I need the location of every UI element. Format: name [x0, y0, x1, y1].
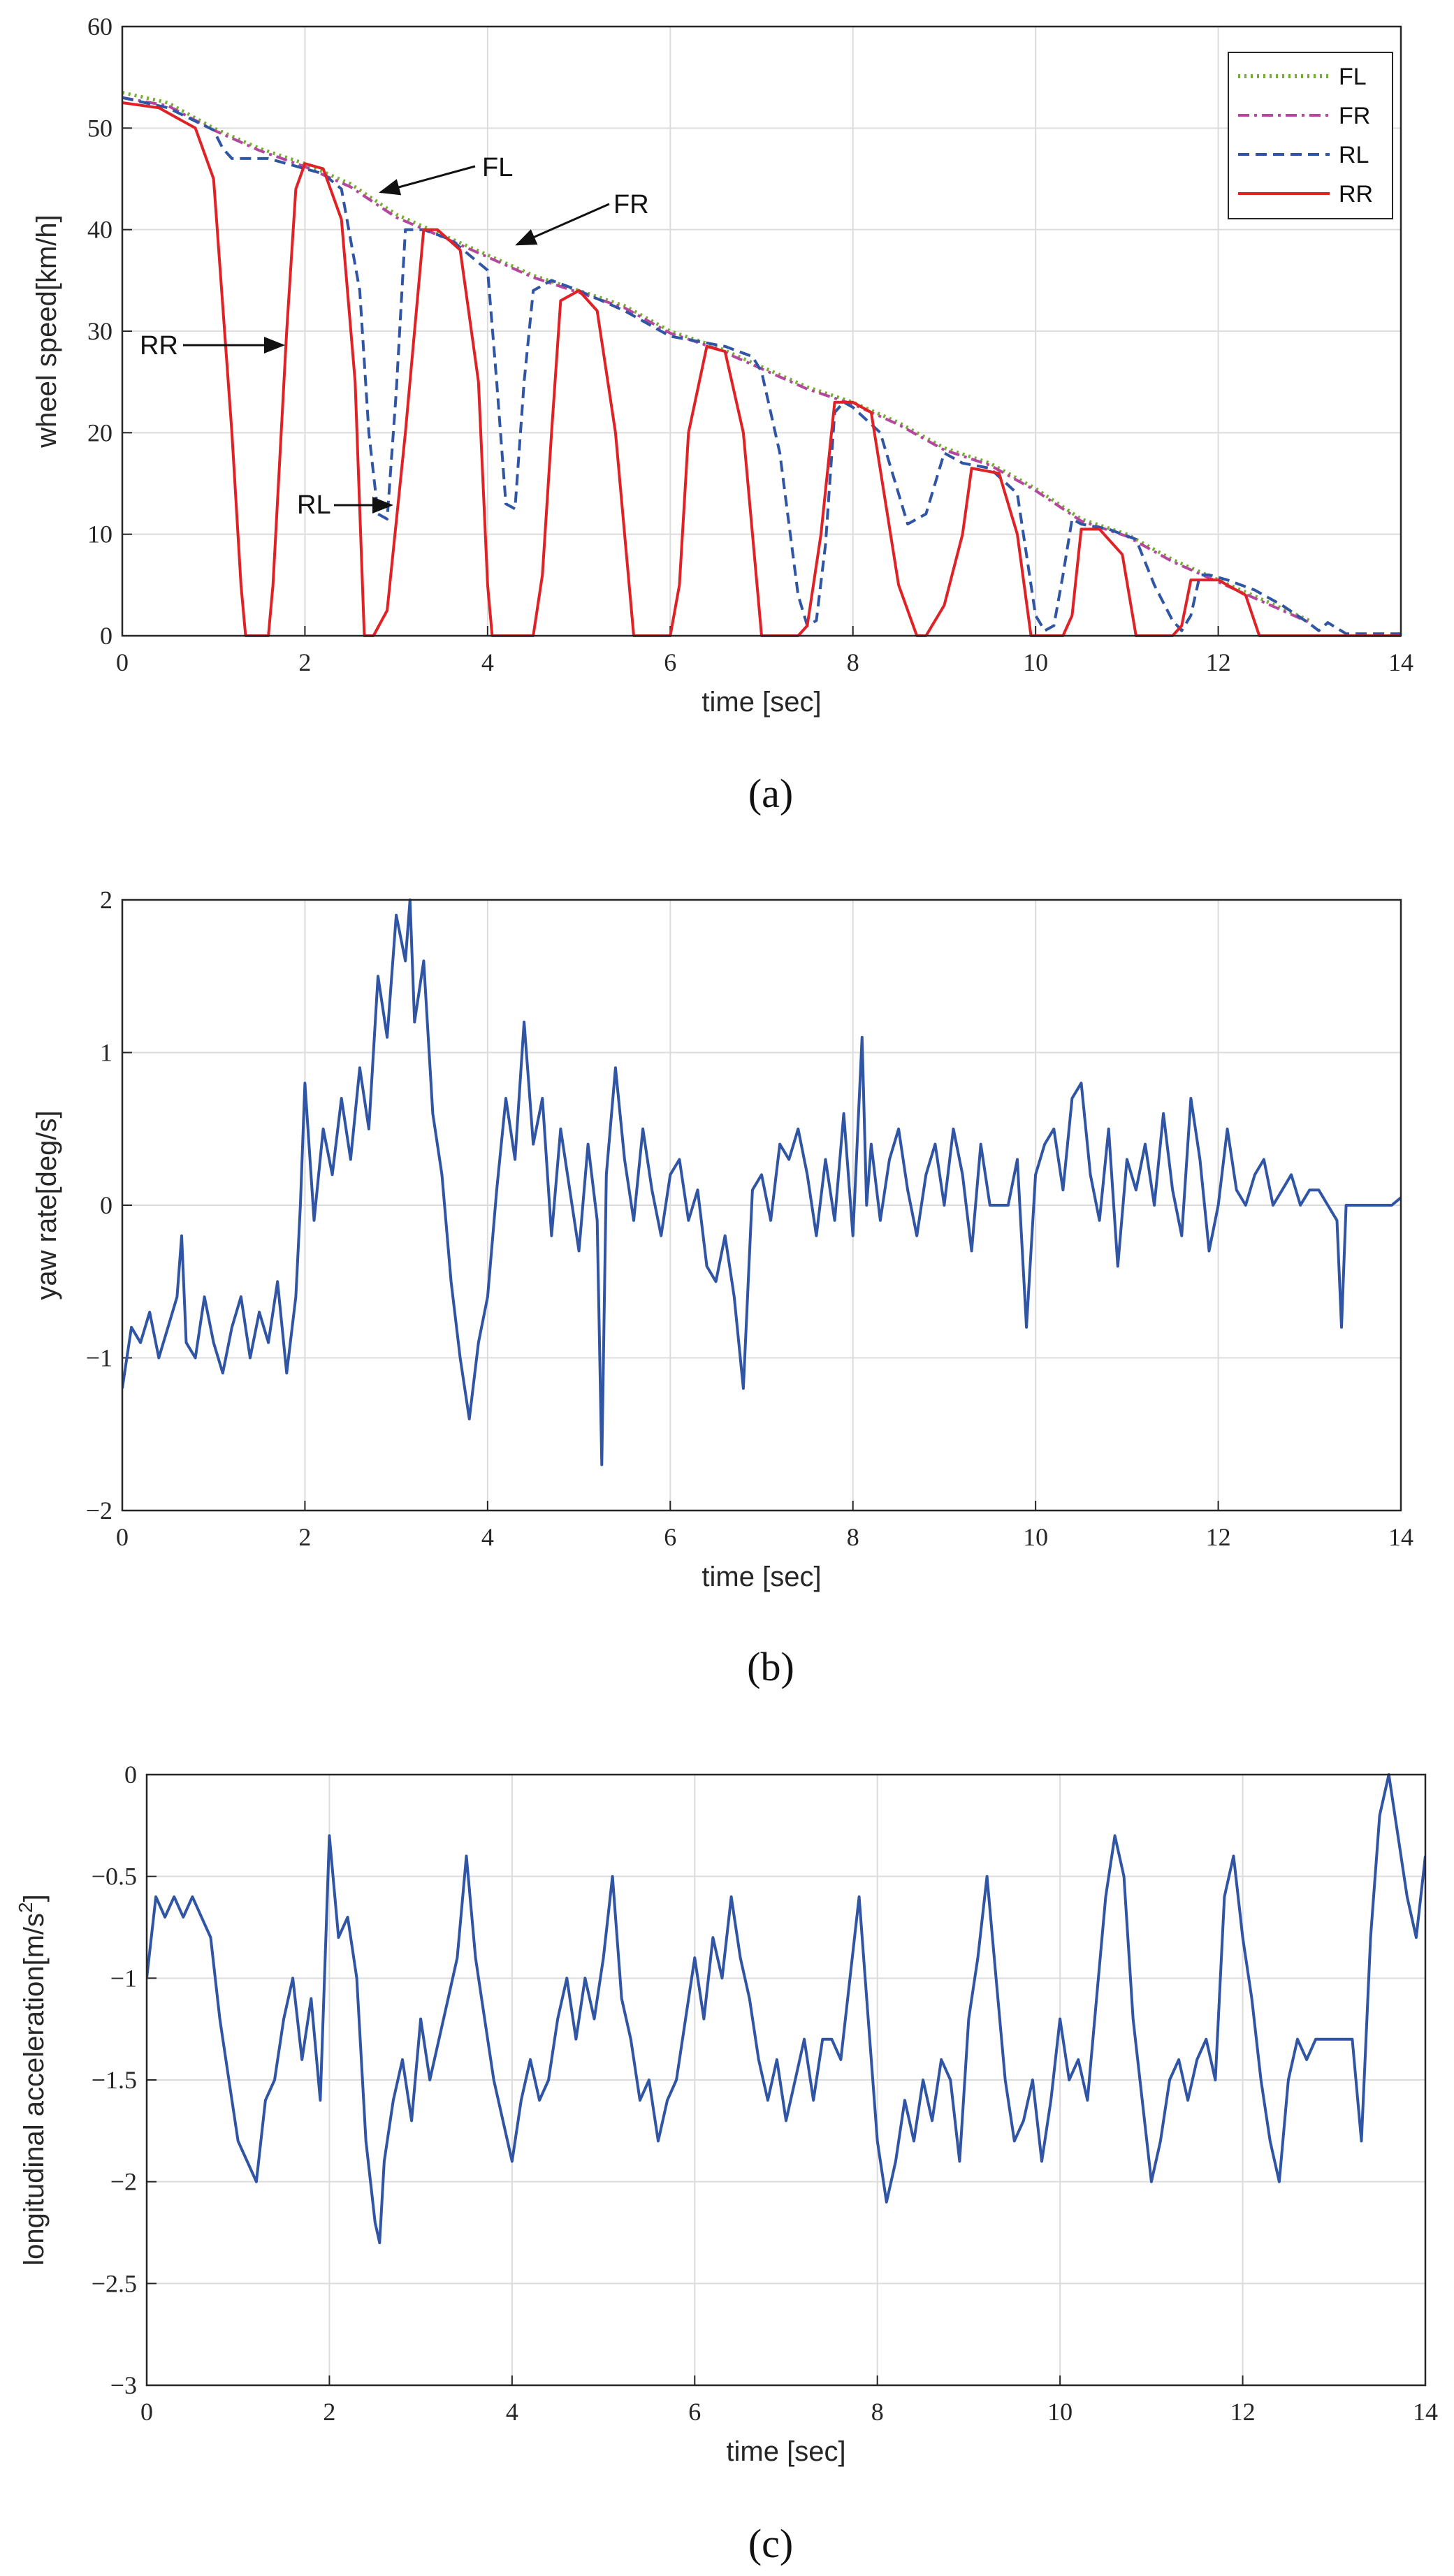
x-tick-label: 10: [1023, 1523, 1048, 1551]
x-tick-label: 0: [116, 1523, 129, 1551]
y-tick-label: 10: [87, 521, 112, 548]
y-tick-label: 20: [87, 419, 112, 446]
x-tick-label: 14: [1388, 1523, 1413, 1551]
x-tick-label: 4: [506, 2398, 518, 2426]
y-tick-label: −1: [110, 1964, 137, 1992]
y-axis-label: yaw rate[deg/s]: [31, 1110, 62, 1300]
annotation-label-fr: FR: [613, 190, 649, 219]
y-tick-label: 0: [124, 1761, 137, 1789]
x-tick-label: 8: [847, 1523, 859, 1551]
y-tick-label: 30: [87, 317, 112, 345]
x-axis-label: time [sec]: [701, 687, 821, 718]
x-tick-label: 2: [323, 2398, 335, 2426]
x-tick-label: 4: [481, 648, 494, 676]
y-axis-label: wheel speed[km/h]: [31, 214, 62, 449]
axes-frame: [121, 898, 1402, 1512]
y-tick-label: 0: [100, 622, 112, 650]
y-tick-label: 0: [100, 1191, 112, 1219]
x-tick-label: 14: [1388, 648, 1413, 676]
x-tick-label: 4: [481, 1523, 494, 1551]
y-tick-label: 60: [87, 13, 112, 41]
x-tick-label: 12: [1206, 1523, 1231, 1551]
series-line-yaw-rate: [122, 898, 1401, 1467]
y-tick-label: −1.5: [92, 2066, 137, 2094]
x-tick-label: 8: [847, 648, 859, 676]
x-tick-label: 0: [140, 2398, 153, 2426]
x-tick-label: 12: [1206, 648, 1231, 676]
x-tick-label: 14: [1413, 2398, 1438, 2426]
y-tick-label: −1: [86, 1344, 112, 1372]
x-tick-label: 2: [298, 648, 311, 676]
y-tick-label: −0.5: [92, 1863, 137, 1891]
y-tick-label: 2: [100, 886, 112, 914]
x-tick-label: 6: [664, 1523, 676, 1551]
panel-a: 0 2 4 6 8 10 12 14 0 10 20 30 40 50 60 time [sec] wheel …: [31, 13, 1413, 816]
panel-c: 0 2 4 6 8 10 12 14 −3 −2.5 −2 −1.5 −1 −0.5 0 time [sec]…: [15, 1761, 1438, 2566]
y-axis-label: longitudinal acceleration[m/s2]: [15, 1894, 50, 2265]
annotation-label-rl: RL: [297, 490, 331, 520]
annotation-label-rr: RR: [140, 331, 178, 361]
legend-box: [1228, 52, 1393, 219]
series-line-fl: [122, 91, 1311, 623]
y-tick-label: −2: [86, 1497, 112, 1525]
y-axis-label-text: wheel speed[km/h]: [31, 214, 62, 449]
x-tick-label: 2: [298, 1523, 311, 1551]
y-tick-label: −3: [110, 2371, 137, 2399]
series-line-longitudinal-acceleration: [147, 1773, 1425, 2245]
axes-frame: [145, 1773, 1427, 2387]
x-axis-label: time [sec]: [726, 2436, 845, 2467]
x-tick-label: 8: [871, 2398, 884, 2426]
y-axis-label-text: yaw rate[deg/s]: [31, 1110, 62, 1300]
x-axis-label: time [sec]: [701, 1562, 821, 1592]
x-tick-label: 12: [1230, 2398, 1256, 2426]
x-tick-label: 0: [116, 648, 129, 676]
y-axis-label-text: longitudinal acceleration[m/s: [19, 1913, 50, 2266]
legend-label-rl: RL: [1339, 142, 1369, 168]
series-line-rr: [122, 101, 1401, 637]
x-tick-label: 10: [1047, 2398, 1073, 2426]
annotation-label-fl: FL: [482, 153, 513, 182]
y-tick-label: 50: [87, 114, 112, 142]
x-tick-label: 6: [664, 648, 676, 676]
panel-caption: (b): [747, 1644, 794, 1689]
y-tick-label: −2: [110, 2168, 137, 2196]
legend-label-fl: FL: [1339, 64, 1367, 90]
y-tick-label: 40: [87, 216, 112, 244]
y-tick-label: −2.5: [92, 2269, 137, 2297]
x-tick-label: 6: [688, 2398, 701, 2426]
panel-caption: (a): [748, 771, 793, 816]
y-axis-label-superscript: 2: [15, 1902, 36, 1913]
legend-label-rr: RR: [1339, 181, 1373, 208]
annotation-arrow-fl: [379, 165, 476, 196]
panel-caption: (c): [748, 2521, 793, 2566]
annotation-arrow-fr: [515, 203, 610, 246]
x-tick-label: 10: [1023, 648, 1048, 676]
y-tick-label: 1: [100, 1039, 112, 1067]
legend-label-fr: FR: [1339, 103, 1370, 129]
y-axis-label-end: ]: [19, 1894, 50, 1902]
axes-frame: [121, 25, 1402, 637]
